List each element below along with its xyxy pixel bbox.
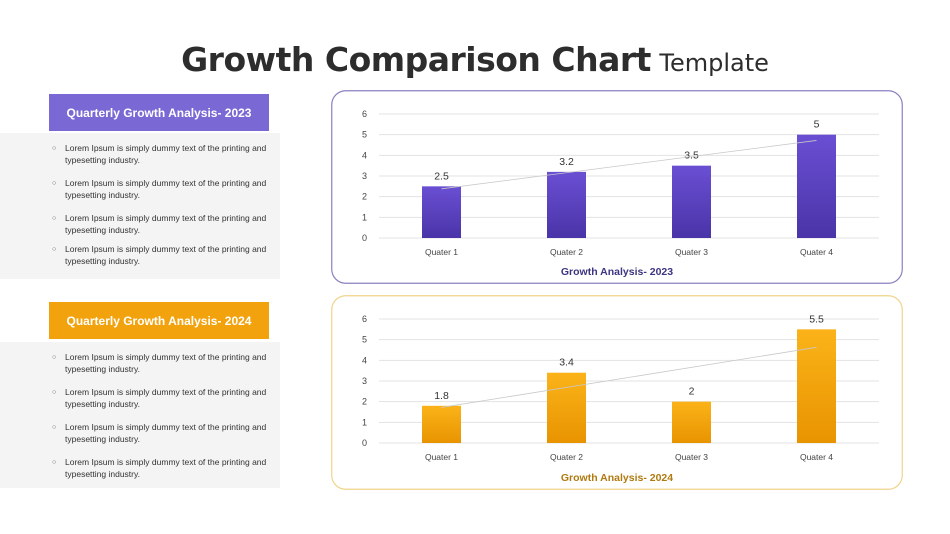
list-item: ○ Lorem Ipsum is simply dummy text of the… bbox=[52, 244, 280, 267]
bullet-circle-icon: ○ bbox=[52, 459, 57, 466]
data-label: 2 bbox=[689, 386, 695, 398]
list-item: ○ Lorem Ipsum is simply dummy text of the… bbox=[52, 457, 280, 480]
bullet-circle-icon: ○ bbox=[52, 215, 57, 222]
y-tick-label: 2 bbox=[362, 397, 367, 407]
list-item: ○ Lorem Ipsum is simply dummy text of the… bbox=[52, 422, 280, 445]
bar bbox=[422, 405, 461, 443]
list-item: ○ Lorem Ipsum is simply dummy text of the… bbox=[52, 352, 280, 375]
bar-chart-2024: 0 1 2 3 4 5 6 1.8 Quater 1 3.4 Quater 2 2 Quater 3 5.… bbox=[331, 295, 903, 490]
x-tick-label: Quater 2 bbox=[550, 452, 583, 462]
list-item-text: Lorem Ipsum is simply dummy text of the … bbox=[65, 422, 267, 444]
y-tick-label: 5 bbox=[362, 130, 367, 140]
chart-card-2023: 0 1 2 3 4 5 6 2.5 Quater 1 3.2 Quater 2 3.5 Quater 3… bbox=[331, 90, 903, 284]
x-tick-label: Quater 1 bbox=[425, 452, 458, 462]
list-item: ○ Lorem Ipsum is simply dummy text of the… bbox=[52, 143, 280, 166]
y-tick-label: 2 bbox=[362, 192, 367, 202]
list-item-text: Lorem Ipsum is simply dummy text of the … bbox=[65, 387, 267, 409]
y-tick-label: 3 bbox=[362, 376, 367, 386]
y-tick-label: 6 bbox=[362, 109, 367, 119]
bullet-circle-icon: ○ bbox=[52, 180, 57, 187]
list-item-text: Lorem Ipsum is simply dummy text of the … bbox=[65, 213, 267, 235]
data-label: 2.5 bbox=[434, 170, 449, 182]
data-label: 1.8 bbox=[434, 390, 449, 402]
y-tick-label: 0 bbox=[362, 438, 367, 448]
bullet-circle-icon: ○ bbox=[52, 145, 57, 152]
section-header-2023: Quarterly Growth Analysis- 2023 bbox=[49, 94, 269, 131]
text-panel-2024: ○ Lorem Ipsum is simply dummy text of the… bbox=[0, 342, 280, 488]
bar bbox=[547, 171, 586, 238]
page-title-sub: Template bbox=[659, 49, 769, 77]
x-tick-label: Quater 4 bbox=[800, 247, 833, 257]
list-item: ○ Lorem Ipsum is simply dummy text of the… bbox=[52, 178, 280, 201]
chart-border bbox=[331, 90, 903, 284]
y-tick-label: 4 bbox=[362, 150, 367, 160]
x-tick-label: Quater 4 bbox=[800, 452, 833, 462]
y-tick-label: 1 bbox=[362, 417, 367, 427]
bar bbox=[797, 134, 836, 238]
data-label: 5.5 bbox=[809, 313, 824, 325]
data-label: 3.5 bbox=[684, 150, 699, 162]
bullet-circle-icon: ○ bbox=[52, 424, 57, 431]
bar bbox=[547, 372, 586, 443]
data-label: 5 bbox=[814, 119, 820, 131]
x-tick-label: Quater 2 bbox=[550, 247, 583, 257]
bar bbox=[672, 165, 711, 238]
y-tick-label: 1 bbox=[362, 212, 367, 222]
chart-card-2024: 0 1 2 3 4 5 6 1.8 Quater 1 3.4 Quater 2 2 Quater 3 5.… bbox=[331, 295, 903, 490]
y-tick-label: 4 bbox=[362, 355, 367, 365]
page-title-main: Growth Comparison Chart bbox=[181, 40, 651, 79]
data-label: 3.2 bbox=[559, 156, 574, 168]
list-item-text: Lorem Ipsum is simply dummy text of the … bbox=[65, 352, 267, 374]
bullet-circle-icon: ○ bbox=[52, 389, 57, 396]
x-tick-label: Quater 1 bbox=[425, 247, 458, 257]
bar bbox=[797, 329, 836, 443]
bar-chart-2023: 0 1 2 3 4 5 6 2.5 Quater 1 3.2 Quater 2 3.5 Quater 3… bbox=[331, 90, 903, 284]
x-tick-label: Quater 3 bbox=[675, 247, 708, 257]
x-tick-label: Quater 3 bbox=[675, 452, 708, 462]
list-item: ○ Lorem Ipsum is simply dummy text of the… bbox=[52, 213, 280, 236]
y-tick-label: 3 bbox=[362, 171, 367, 181]
text-panel-2023: ○ Lorem Ipsum is simply dummy text of the… bbox=[0, 133, 280, 279]
section-header-2024: Quarterly Growth Analysis- 2024 bbox=[49, 302, 269, 339]
chart-title: Growth Analysis- 2024 bbox=[561, 472, 673, 484]
chart-border bbox=[331, 295, 903, 490]
bullet-circle-icon: ○ bbox=[52, 246, 57, 253]
list-item-text: Lorem Ipsum is simply dummy text of the … bbox=[65, 143, 267, 165]
trendline bbox=[441, 346, 817, 408]
bar bbox=[672, 401, 711, 443]
chart-title: Growth Analysis- 2023 bbox=[561, 266, 673, 278]
list-item-text: Lorem Ipsum is simply dummy text of the … bbox=[65, 244, 267, 266]
data-label: 3.4 bbox=[559, 357, 574, 369]
y-tick-label: 6 bbox=[362, 314, 367, 324]
y-tick-label: 0 bbox=[362, 233, 367, 243]
list-item-text: Lorem Ipsum is simply dummy text of the … bbox=[65, 457, 267, 479]
list-item-text: Lorem Ipsum is simply dummy text of the … bbox=[65, 178, 267, 200]
trendline bbox=[441, 140, 817, 190]
bar bbox=[422, 186, 461, 238]
page-title: Growth Comparison Chart Template bbox=[0, 40, 950, 79]
y-tick-label: 5 bbox=[362, 335, 367, 345]
bullet-circle-icon: ○ bbox=[52, 354, 57, 361]
list-item: ○ Lorem Ipsum is simply dummy text of the… bbox=[52, 387, 280, 410]
